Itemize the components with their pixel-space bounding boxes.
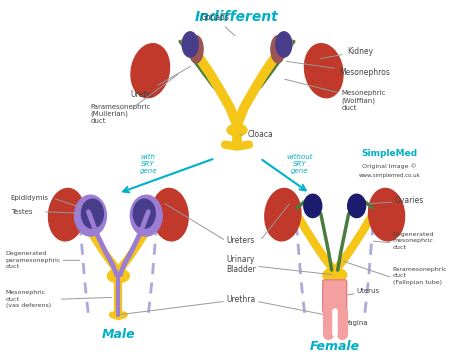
Ellipse shape bbox=[130, 195, 162, 236]
Text: Epididymis: Epididymis bbox=[11, 195, 49, 201]
Text: Mesonephric
(Wolffian)
duct: Mesonephric (Wolffian) duct bbox=[342, 90, 386, 111]
Ellipse shape bbox=[304, 44, 343, 98]
Text: SimpleMed: SimpleMed bbox=[362, 149, 418, 158]
Ellipse shape bbox=[82, 199, 103, 228]
Text: Vagina: Vagina bbox=[345, 320, 368, 326]
Ellipse shape bbox=[271, 36, 285, 63]
Text: Ovaries: Ovaries bbox=[394, 196, 424, 204]
Text: Paramesonephric
duct
(Fallopian tube): Paramesonephric duct (Fallopian tube) bbox=[392, 267, 447, 285]
Ellipse shape bbox=[131, 44, 170, 98]
Ellipse shape bbox=[276, 32, 292, 57]
Ellipse shape bbox=[74, 195, 106, 236]
Text: Ureters: Ureters bbox=[226, 236, 254, 245]
Text: Urinary
Bladder: Urinary Bladder bbox=[226, 255, 256, 274]
Ellipse shape bbox=[152, 189, 188, 241]
Text: Gonads: Gonads bbox=[201, 13, 235, 36]
Text: www.simplemed.co.uk: www.simplemed.co.uk bbox=[359, 173, 420, 178]
Ellipse shape bbox=[48, 189, 84, 241]
Text: Cloaca: Cloaca bbox=[240, 130, 273, 140]
Text: Original Image ©: Original Image © bbox=[362, 163, 417, 169]
Text: without
SRY
gene: without SRY gene bbox=[287, 154, 313, 174]
Text: Ureter: Ureter bbox=[130, 66, 191, 99]
Ellipse shape bbox=[182, 32, 198, 57]
Text: Male: Male bbox=[101, 328, 135, 342]
Ellipse shape bbox=[265, 189, 301, 241]
Text: Mesonephros: Mesonephros bbox=[287, 61, 391, 77]
Ellipse shape bbox=[133, 199, 155, 228]
Text: Degenerated
mesonephric
duct: Degenerated mesonephric duct bbox=[392, 232, 434, 250]
Ellipse shape bbox=[227, 124, 247, 136]
Text: with
SRY
gene: with SRY gene bbox=[139, 154, 157, 174]
Ellipse shape bbox=[108, 269, 129, 283]
Text: Uterus: Uterus bbox=[356, 289, 380, 294]
Ellipse shape bbox=[368, 189, 405, 241]
Text: Female: Female bbox=[310, 340, 360, 353]
Text: Indifferent: Indifferent bbox=[195, 10, 279, 24]
Text: Kidney: Kidney bbox=[320, 47, 374, 59]
Ellipse shape bbox=[323, 268, 346, 282]
Text: Mesonephric
duct
(vas deferens): Mesonephric duct (vas deferens) bbox=[6, 290, 51, 308]
Ellipse shape bbox=[189, 36, 203, 63]
FancyBboxPatch shape bbox=[323, 280, 346, 313]
Text: Testes: Testes bbox=[11, 209, 32, 215]
Text: Urethra: Urethra bbox=[226, 295, 255, 304]
Ellipse shape bbox=[347, 194, 365, 218]
Text: Degenerated
paramesonephric
duct: Degenerated paramesonephric duct bbox=[6, 251, 61, 269]
Ellipse shape bbox=[304, 194, 322, 218]
Text: Paramesonephric
(Mullerian)
duct: Paramesonephric (Mullerian) duct bbox=[91, 104, 151, 124]
